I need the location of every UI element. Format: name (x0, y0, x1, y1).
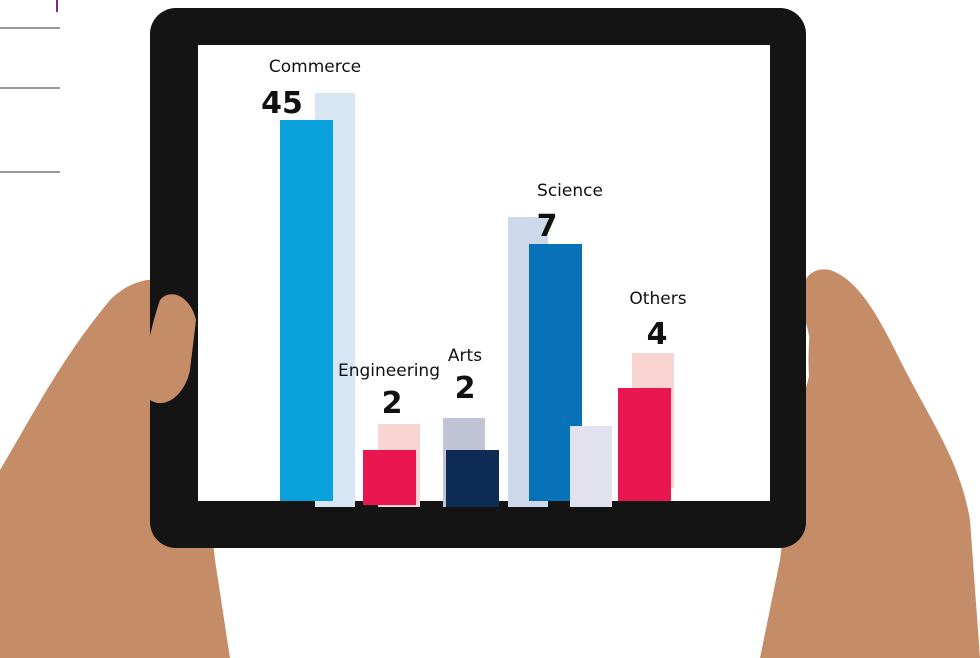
bar-shadow (570, 426, 612, 507)
category-label: Commerce (269, 57, 361, 77)
value-label: 45 (261, 86, 303, 121)
right-thumb (808, 292, 850, 404)
bar (280, 120, 333, 501)
category-label: Engineering (338, 361, 440, 381)
bar (363, 450, 416, 505)
category-label: Science (537, 181, 603, 201)
bar (618, 388, 671, 501)
category-label: Others (629, 289, 686, 309)
value-label: 4 (647, 317, 668, 352)
category-label: Arts (448, 346, 482, 366)
bar (446, 450, 499, 507)
value-label: 2 (455, 371, 476, 406)
left-hand (0, 279, 230, 658)
left-thumb (145, 294, 196, 404)
value-label: 7 (537, 209, 558, 244)
value-label: 2 (382, 386, 403, 421)
